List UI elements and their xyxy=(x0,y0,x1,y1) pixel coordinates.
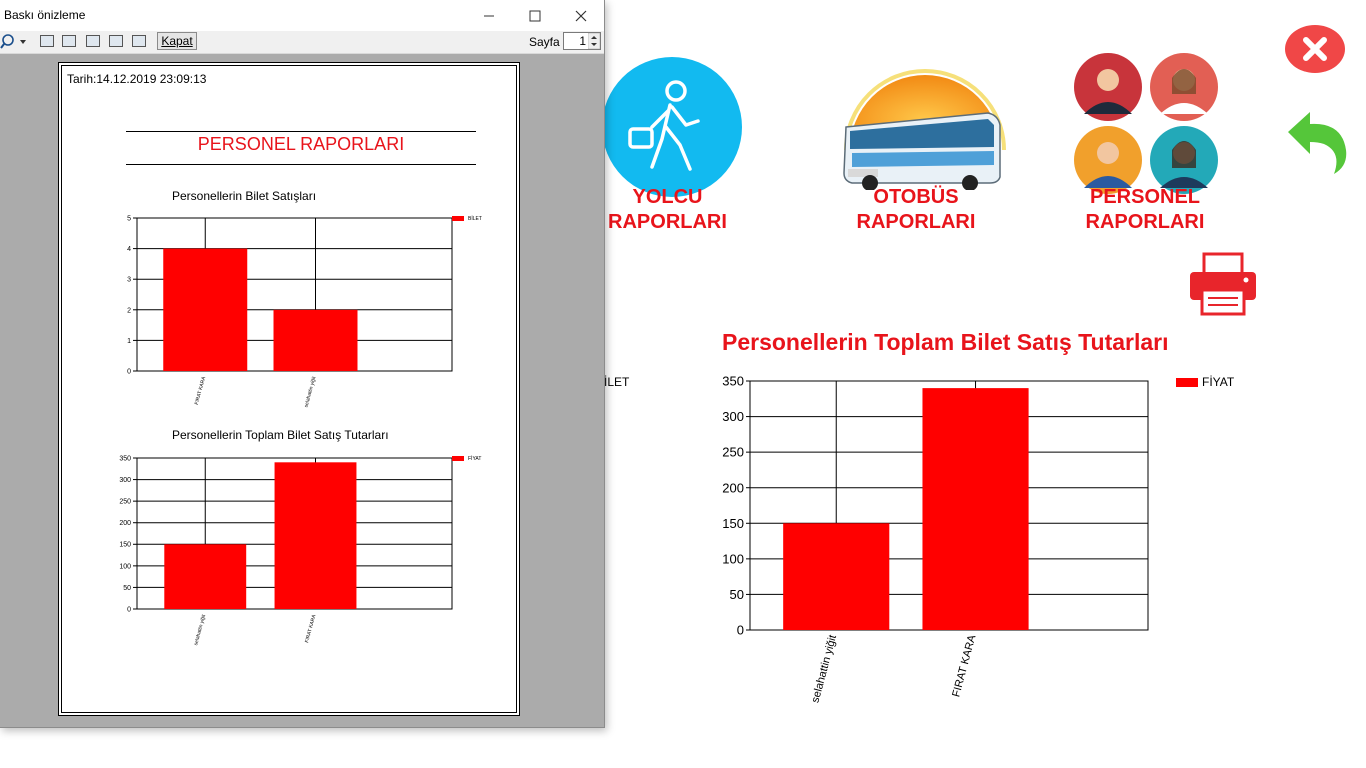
report-heading: PERSONEL RAPORLARI xyxy=(197,134,405,154)
legend-swatch xyxy=(1176,378,1198,387)
legend-swatch xyxy=(452,456,464,461)
print-preview-window: Baskı önizleme Kapat Sayfa 1 xyxy=(0,0,605,728)
zoom-dropdown[interactable] xyxy=(0,33,30,51)
y-tick-label: 250 xyxy=(722,445,744,460)
close-preview-button[interactable]: Kapat xyxy=(157,32,197,50)
legend-label: FİYAT xyxy=(1202,375,1235,389)
one-page-view-button[interactable] xyxy=(40,35,54,47)
bar xyxy=(783,523,890,630)
maximize-button[interactable] xyxy=(512,0,558,31)
legend-swatch xyxy=(452,216,464,221)
staff-reports-label: PERSONEL RAPORLARI xyxy=(1085,186,1205,233)
y-tick-label: 250 xyxy=(119,499,131,506)
bar xyxy=(274,462,357,609)
four-pages-view-button[interactable] xyxy=(109,35,123,47)
passenger-reports-button[interactable]: YOLCU RAPORLARI xyxy=(600,55,745,240)
page-number-value: 1 xyxy=(579,34,586,48)
bus-reports-label: OTOBÜS RAPORLARI xyxy=(856,186,976,233)
x-tick-label: selahattin yiğit xyxy=(809,634,839,704)
legend-label: BİLET xyxy=(468,215,482,222)
printer-icon xyxy=(1190,252,1256,316)
preview-page-frame: Tarih:14.12.2019 23:09:13 PERSONEL RAPOR… xyxy=(61,65,517,713)
two-pages-view-button[interactable] xyxy=(62,35,76,47)
y-tick-label: 100 xyxy=(722,551,744,566)
close-icon xyxy=(1285,25,1345,73)
y-tick-label: 50 xyxy=(123,585,131,592)
window-close-icon xyxy=(575,10,587,21)
y-tick-label: 0 xyxy=(127,368,131,375)
partial-legend-label: BİLET xyxy=(596,375,630,389)
page-number-stepper[interactable]: 1 xyxy=(563,32,601,50)
x-tick-label: FIRAT KARA xyxy=(304,613,317,643)
bus-sunset-icon xyxy=(843,69,1006,190)
preview-fiyat-chart: 0 50 100 150 200 250 300 350 selahattin yiğit FIR… xyxy=(119,455,481,646)
y-tick-label: 150 xyxy=(119,542,131,549)
bar xyxy=(163,248,248,371)
three-pages-view-button[interactable] xyxy=(86,35,100,47)
x-tick-label: selahattin yiğit xyxy=(303,375,317,408)
x-tick-label: selahattin yiğit xyxy=(193,613,207,646)
y-tick-label: 350 xyxy=(722,374,744,389)
print-button[interactable] xyxy=(1188,252,1258,316)
staff-reports-button[interactable]: PERSONEL RAPORLARI xyxy=(1070,50,1225,240)
bar xyxy=(164,544,247,609)
maximize-icon xyxy=(529,10,541,21)
x-tick-label: FIRAT KARA xyxy=(194,375,207,405)
preview-page: Tarih:14.12.2019 23:09:13 PERSONEL RAPOR… xyxy=(58,62,520,716)
report-heading-rule-bottom xyxy=(126,164,476,165)
y-tick-label: 0 xyxy=(127,606,131,613)
y-tick-label: 200 xyxy=(722,480,744,495)
y-tick-label: 4 xyxy=(127,246,131,253)
chart-title: Personellerin Toplam Bilet Satış Tutarla… xyxy=(722,329,1169,355)
back-arrow-icon xyxy=(1288,112,1347,174)
magnifier-icon xyxy=(0,34,26,49)
preview-window-title: Baskı önizleme xyxy=(4,8,86,22)
y-tick-label: 150 xyxy=(722,516,744,531)
passenger-reports-label: YOLCU RAPORLARI xyxy=(608,186,727,233)
y-tick-label: 1 xyxy=(127,338,131,345)
preview-toolbar: Kapat Sayfa 1 xyxy=(0,31,604,54)
report-heading-rule-top xyxy=(126,131,476,132)
back-button[interactable] xyxy=(1284,108,1350,176)
minimize-icon xyxy=(484,15,494,16)
y-tick-label: 0 xyxy=(737,623,744,638)
close-preview-label: Kapat xyxy=(161,34,193,48)
bar xyxy=(273,309,358,371)
close-app-button[interactable] xyxy=(1284,24,1346,74)
stepper-arrows-icon xyxy=(588,33,600,49)
y-tick-label: 300 xyxy=(722,409,744,424)
preview-titlebar: Baskı önizleme xyxy=(0,0,604,31)
page-label: Sayfa xyxy=(529,35,560,49)
report-date: Tarih:14.12.2019 23:09:13 xyxy=(67,72,207,86)
main-bar-chart: 0 50 100 150 200 250 300 350 selahattin yiğit FIR… xyxy=(722,374,1235,705)
y-tick-label: 300 xyxy=(119,477,131,484)
x-tick-label: FIRAT KARA xyxy=(950,633,978,698)
six-pages-view-button[interactable] xyxy=(132,35,146,47)
preview-chart2-title: Personellerin Toplam Bilet Satış Tutarla… xyxy=(172,428,389,442)
legend-label: FİYAT xyxy=(468,455,481,462)
preview-bilet-chart: 0 1 2 3 4 5 FIRAT KARA selahattin yiğit BİLET xyxy=(127,215,482,408)
preview-chart1-title: Personellerin Bilet Satışları xyxy=(172,189,317,203)
bar xyxy=(922,388,1029,630)
window-close-button[interactable] xyxy=(558,0,604,31)
y-tick-label: 200 xyxy=(119,520,131,527)
y-tick-label: 50 xyxy=(730,587,744,602)
staff-group-icon xyxy=(1074,53,1218,194)
y-tick-label: 5 xyxy=(127,215,131,222)
bus-reports-button[interactable]: OTOBÜS RAPORLARI xyxy=(838,65,1008,240)
y-tick-label: 3 xyxy=(127,277,131,284)
y-tick-label: 100 xyxy=(119,563,131,570)
y-tick-label: 350 xyxy=(119,455,131,462)
minimize-button[interactable] xyxy=(466,0,512,31)
traveler-icon xyxy=(602,57,742,197)
y-tick-label: 2 xyxy=(127,307,131,314)
